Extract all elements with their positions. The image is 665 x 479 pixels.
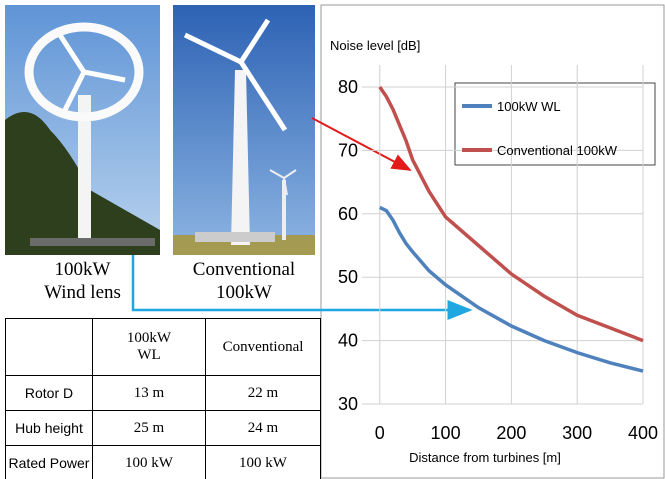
caption-line: Wind lens xyxy=(5,281,160,304)
y-tick-label: 60 xyxy=(338,204,358,224)
caption-line: Conventional xyxy=(173,258,315,281)
x-tick-label: 300 xyxy=(562,423,592,443)
x-tick-label: 100 xyxy=(431,423,461,443)
caption-wind-lens: 100kW Wind lens xyxy=(5,258,160,304)
row-label: Rated Power xyxy=(6,446,93,479)
page: Noise level [dB] Distance from turbines … xyxy=(0,0,665,479)
row-label: Hub height xyxy=(6,411,93,446)
photo-conventional xyxy=(173,5,315,255)
header-line: 100kW xyxy=(93,330,205,347)
cell: 25 m xyxy=(93,411,206,446)
caption-line: 100kW xyxy=(173,281,315,304)
cell: 100 kW xyxy=(93,446,206,479)
y-axis-label: Noise level [dB] xyxy=(330,38,420,53)
y-tick-label: 80 xyxy=(338,77,358,97)
header-line: WL xyxy=(93,347,205,364)
x-tick-label: 200 xyxy=(496,423,526,443)
caption-line: 100kW xyxy=(5,258,160,281)
header-cell: Conventional xyxy=(206,319,321,376)
red-arrow xyxy=(312,118,410,170)
cell: 13 m xyxy=(93,376,206,411)
y-tick-label: 40 xyxy=(338,331,358,351)
legend-label: Conventional 100kW xyxy=(497,143,618,158)
cell: 22 m xyxy=(206,376,321,411)
corner-cell xyxy=(6,319,93,376)
legend-label: 100kW WL xyxy=(497,99,561,114)
x-axis-label: Distance from turbines [m] xyxy=(409,450,561,465)
y-tick-label: 70 xyxy=(338,140,358,160)
cell: 24 m xyxy=(206,411,321,446)
x-tick-label: 400 xyxy=(628,423,658,443)
y-tick-label: 30 xyxy=(338,394,358,414)
cell: 100 kW xyxy=(206,446,321,479)
y-tick-label: 50 xyxy=(338,267,358,287)
x-tick-label: 0 xyxy=(375,423,385,443)
row-label: Rotor D xyxy=(6,376,93,411)
caption-conventional: Conventional 100kW xyxy=(173,258,315,304)
chart-frame xyxy=(321,5,664,478)
photo-wind-lens xyxy=(5,5,160,255)
